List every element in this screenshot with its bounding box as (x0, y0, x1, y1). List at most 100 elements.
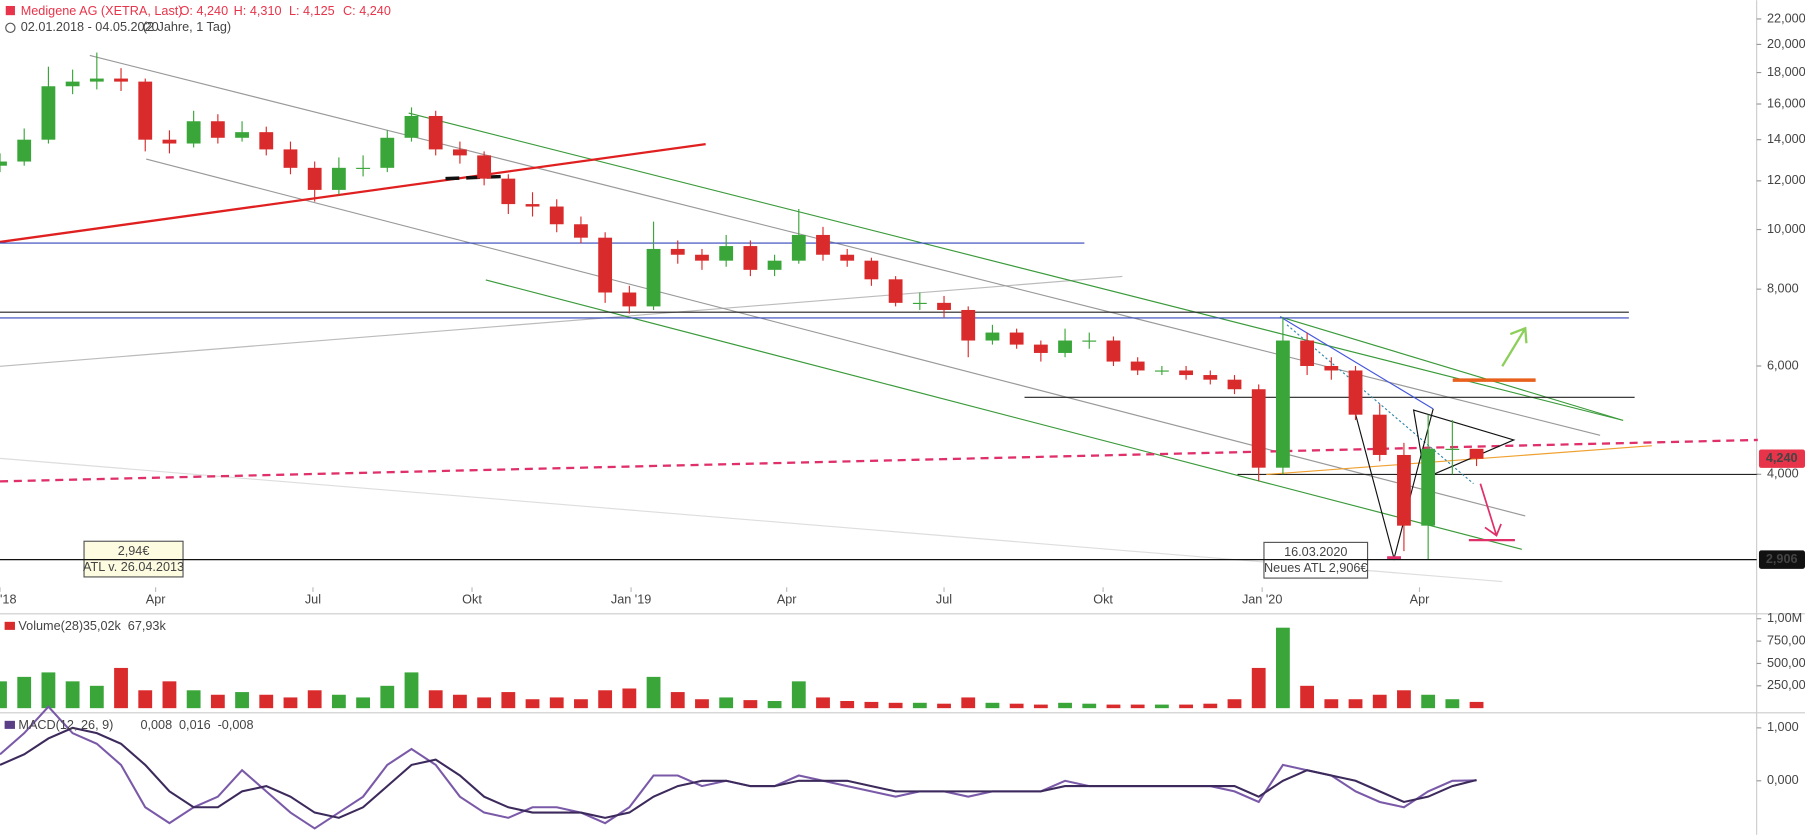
legend-value: 67,93k (128, 619, 167, 633)
candle-body (114, 78, 128, 82)
candle-body (41, 86, 56, 140)
volume-bar (670, 692, 685, 709)
candle-body (646, 248, 661, 307)
y-tick-label: 6,000 (1767, 358, 1799, 372)
y-tick-label: 8,000 (1767, 281, 1799, 295)
annotation-text: Neues ATL 2,906€ (1264, 561, 1367, 575)
volume-bar (767, 701, 782, 709)
candle-body (525, 204, 540, 207)
y-tick-label: 750,00k (1767, 633, 1805, 647)
y-tick-label: 500,00k (1767, 656, 1805, 670)
volume-bar (1130, 704, 1145, 709)
summary-value: H: 4,310 (234, 4, 282, 18)
summary-value: L: 4,125 (289, 4, 335, 18)
candle-body (1033, 344, 1048, 353)
volume-bar (1300, 685, 1315, 709)
trend-line (1286, 324, 1474, 485)
volume-bar (477, 697, 492, 709)
volume-bar (283, 697, 298, 709)
candle-body (1421, 448, 1436, 526)
annotation-text: ATL v. 26.04.2013 (83, 560, 184, 574)
y-tick-label: 0,000 (1767, 773, 1799, 787)
legend-value: 0,016 (179, 718, 211, 732)
chart-title: Medigene AG (XETRA, Last) (21, 4, 183, 18)
candle-body (162, 139, 177, 144)
volume-bar (646, 676, 661, 709)
icon (4, 621, 15, 630)
volume-bar (1397, 690, 1411, 709)
volume-bar (138, 690, 153, 709)
volume-bar (501, 692, 516, 709)
x-tick-label: Apr (1410, 592, 1430, 606)
candle-body (307, 167, 322, 190)
volume-bar (695, 699, 709, 709)
volume-bar (114, 667, 128, 709)
candle-body (1130, 361, 1145, 371)
x-tick-label: Okt (462, 592, 482, 606)
x-tick-label: Jan '19 (611, 592, 651, 606)
candle-body (1009, 332, 1024, 345)
volume-bar (1033, 704, 1048, 709)
price-badge (1758, 449, 1805, 468)
candle-body (574, 224, 588, 238)
trend-line (1279, 316, 1624, 421)
candle-body (743, 246, 758, 270)
candle-body (864, 260, 879, 280)
period: (2 Jahre, 1 Tag) (143, 20, 231, 34)
volume-bar (912, 702, 927, 709)
volume-bar (864, 701, 879, 709)
x-tick-label: '18 (0, 592, 17, 606)
volume-bar (1009, 703, 1024, 709)
candle-body (670, 248, 685, 255)
y-tick-label: 12,000 (1767, 173, 1805, 187)
candle-body (1397, 454, 1411, 526)
volume-bar (525, 699, 540, 709)
volume-bar (380, 685, 395, 709)
annotation-box (1263, 541, 1369, 579)
volume-bar (1251, 667, 1266, 709)
candle-body (1469, 448, 1484, 459)
volume-bar (1082, 703, 1097, 709)
candle-body (961, 309, 976, 341)
volume-bar (1154, 704, 1169, 709)
volume-bar (428, 690, 443, 709)
candle-body (404, 115, 419, 138)
volume-bar (210, 694, 225, 709)
candle-body (937, 302, 951, 310)
candle-body (719, 246, 734, 261)
trend-line (1279, 316, 1434, 410)
candle-body (816, 234, 830, 255)
price-badge (1758, 550, 1805, 569)
arrow (1501, 326, 1528, 367)
y-tick-label: 22,000 (1767, 11, 1805, 25)
volume-bar (888, 702, 903, 709)
triangle (1412, 409, 1516, 479)
candle-body (791, 234, 806, 261)
candle-body (235, 132, 249, 138)
candle-body (695, 254, 709, 261)
volume-bar (1227, 699, 1242, 709)
candle-body (186, 121, 201, 144)
volume-bar (1348, 699, 1363, 709)
candle-body (1082, 340, 1097, 342)
volume-bar (622, 688, 637, 709)
volume-bar (743, 700, 758, 709)
candle-body (1179, 370, 1193, 376)
trend-line (0, 142, 706, 244)
candle-body (356, 167, 370, 169)
volume-bar (1058, 702, 1072, 709)
volume-bar (453, 694, 467, 709)
y-tick-label: 4,000 (1767, 467, 1799, 481)
y-tick-label: 16,000 (1767, 96, 1805, 110)
volume-bar (1372, 694, 1387, 709)
volume-bar (937, 703, 951, 709)
volume-bar (1203, 703, 1218, 709)
candle-body (1106, 340, 1121, 362)
candle-body (138, 81, 153, 140)
volume-bar (307, 690, 322, 709)
x-tick-label: Jan '20 (1242, 592, 1282, 606)
volume-bar (791, 681, 806, 709)
volume-bar (549, 697, 564, 709)
candle-body (888, 279, 903, 303)
